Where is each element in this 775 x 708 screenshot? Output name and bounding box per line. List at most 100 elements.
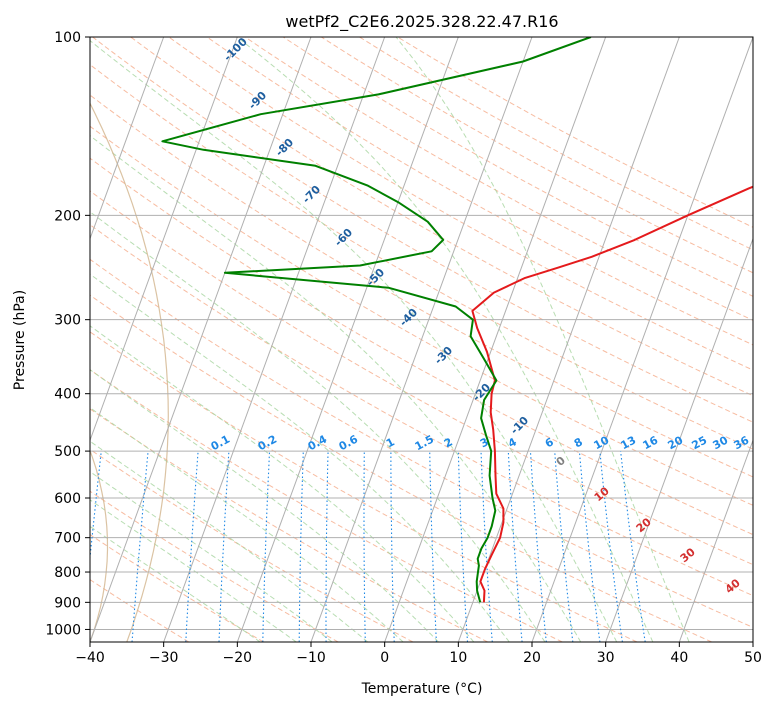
mixing-ratio-label: 8	[572, 435, 585, 450]
dry-adiabat-line	[90, 157, 753, 536]
moist-adiabat-label: -20	[470, 381, 493, 404]
x-tick-label: 40	[670, 650, 688, 666]
isotherm-line	[531, 37, 753, 642]
mixing-ratio-lines	[90, 451, 646, 642]
dry-adiabat-line	[90, 294, 712, 642]
y-tick-label: 1000	[45, 622, 81, 638]
y-axis: 100 200 300 400 500 600 700 800 900 1000	[45, 30, 90, 638]
isotherm-line	[90, 37, 238, 442]
x-axis-label: Temperature (°C)	[361, 681, 483, 697]
dry-adiabat-line	[90, 224, 753, 597]
mixing-ratio-label: 20	[666, 433, 686, 452]
moist-adiabat-line	[90, 135, 582, 642]
mixing-ratio-label: 13	[619, 434, 639, 453]
y-tick-label: 200	[54, 208, 81, 224]
mixing-ratio-label: 36	[732, 433, 752, 452]
dry-adiabat-line	[168, 37, 753, 371]
moist-adiabat-label: -100	[221, 35, 250, 64]
mixing-ratio-label: 10	[592, 433, 612, 452]
mixing-ratio-line	[262, 451, 271, 642]
moist-adiabat-label: -40	[397, 306, 420, 329]
dewpoint-line	[161, 37, 592, 603]
moist-adiabat-line	[90, 525, 261, 642]
moist-adiabat-line	[90, 440, 369, 642]
dry-adiabat-line	[397, 37, 753, 228]
moist-adiabat-line	[90, 325, 475, 642]
x-tick-label: −10	[296, 650, 326, 666]
background-lines	[90, 37, 753, 642]
dry-adiabat-label: 40	[723, 576, 743, 596]
isotherm-line	[384, 37, 607, 642]
mixing-ratio-label: 4	[506, 435, 519, 450]
isotherm-line	[90, 37, 312, 642]
reference-curve	[90, 101, 169, 642]
mixing-ratio-label: 1	[384, 435, 397, 450]
mixing-ratio-line	[218, 451, 230, 642]
moist-adiabat-line	[90, 471, 333, 642]
mixing-ratio-line	[599, 451, 623, 642]
reference-curve	[90, 448, 109, 642]
dry-adiabat-label: 10	[592, 484, 612, 504]
plot-area: 0.1 0.2 0.4 0.6 1 1.5 2 3 4 6 8 10 13 16 20 25 30 36-100-…	[90, 35, 753, 642]
mixing-ratio-line	[529, 451, 547, 642]
mixing-ratio-label: 0.2	[256, 433, 279, 454]
y-tick-label: 400	[54, 387, 81, 403]
dry-adiabat-line	[90, 490, 339, 642]
isotherm-line	[310, 37, 533, 642]
mixing-ratio-line	[363, 451, 366, 642]
mixing-ratio-label: 1.5	[413, 433, 436, 454]
gridlines	[90, 37, 753, 642]
x-tick-label: 50	[744, 650, 762, 666]
mixing-ratio-label: 6	[543, 435, 556, 450]
x-tick-label: 20	[523, 650, 541, 666]
isotherm-line	[90, 37, 165, 241]
dry-adiabat-line	[90, 258, 753, 628]
isotherm-line	[236, 37, 459, 642]
dry-adiabat-line	[321, 37, 753, 274]
dry-adiabat-line	[244, 37, 753, 321]
mixing-ratio-label: 25	[690, 434, 710, 453]
moist-adiabat-line	[90, 273, 510, 642]
mixing-ratio-line	[390, 451, 395, 642]
mixing-ratio-line	[185, 451, 199, 642]
dry-adiabat-line	[90, 125, 753, 506]
moist-adiabat-line	[395, 37, 690, 642]
moist-adiabat-label: -70	[300, 183, 323, 206]
dry-adiabat-line	[90, 579, 190, 642]
mixing-ratio-label: 16	[641, 433, 661, 452]
mixing-ratio-label: 0.1	[209, 433, 232, 454]
dry-adiabat-line	[90, 369, 563, 642]
isotherm-line	[752, 640, 753, 642]
chart-title: wetPf2_C2E6.2025.328.22.47.R16	[285, 12, 558, 32]
x-tick-label: −20	[223, 650, 253, 666]
dry-adiabat-line	[282, 37, 753, 297]
moist-adiabat-label: -10	[508, 414, 531, 437]
mixing-ratio-label: 30	[711, 433, 731, 452]
dry-adiabat-line	[90, 534, 264, 642]
moist-adiabat-label: -90	[246, 89, 269, 112]
data-series	[161, 37, 753, 603]
moist-adiabat-line	[90, 211, 546, 642]
dry-adiabat-label: 30	[678, 545, 698, 565]
dry-adiabat-line	[90, 190, 753, 566]
mixing-ratio-label: 0.6	[337, 432, 361, 453]
x-axis: −40 −30 −20 −10 0 10 20 30 40 50	[75, 642, 762, 666]
y-tick-label: 600	[54, 491, 81, 507]
y-tick-label: 300	[54, 313, 81, 329]
dry-adiabat-line	[206, 37, 753, 346]
x-tick-label: 0	[380, 650, 389, 666]
x-tick-label: −40	[75, 650, 105, 666]
mixing-ratio-line	[457, 451, 469, 642]
temperature-line	[471, 185, 753, 603]
y-tick-label: 800	[54, 565, 81, 581]
plot-frame	[89, 36, 754, 643]
isotherm-line	[678, 438, 753, 642]
moist-adiabat-line	[236, 37, 654, 642]
isotherm-line	[163, 37, 386, 642]
moist-adiabat-line	[90, 369, 439, 642]
x-tick-label: 10	[449, 650, 467, 666]
dry-adiabat-line	[90, 64, 753, 450]
y-tick-label: 100	[54, 30, 81, 46]
y-tick-label: 700	[54, 531, 81, 547]
